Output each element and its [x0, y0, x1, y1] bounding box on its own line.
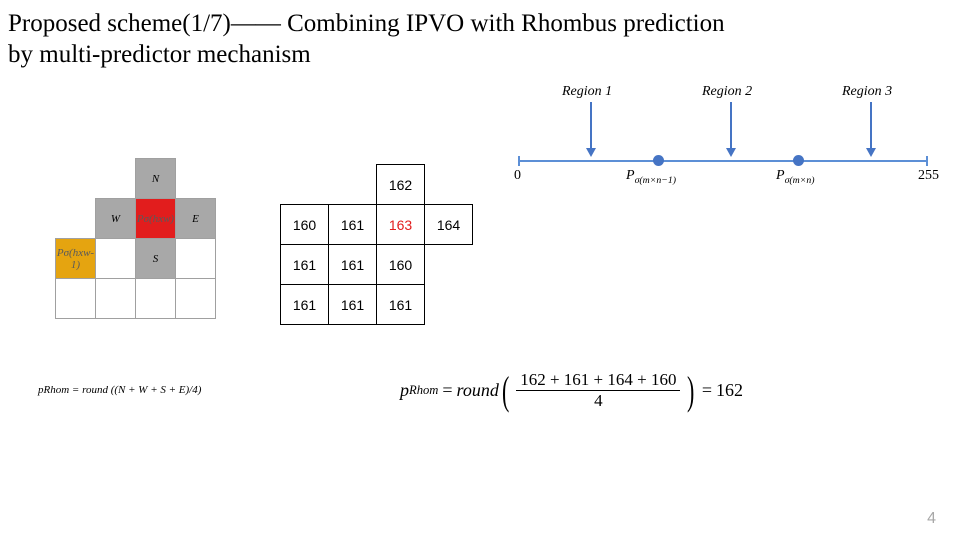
region-dot: [653, 155, 664, 166]
rhombus-S: S: [136, 239, 176, 279]
region-label: Region 3: [842, 84, 892, 100]
region-label: Region 2: [702, 84, 752, 100]
slide-title: Proposed scheme(1/7)—— Combining IPVO wi…: [8, 8, 725, 71]
rhombus-E: E: [176, 199, 216, 239]
vg-cell-highlight: 163: [377, 205, 425, 245]
axis-mid-2: Pσ(m×n): [776, 168, 815, 186]
vg-cell: 161: [281, 245, 329, 285]
formula-prhom-calc: pRhom = round ( 162 + 161 + 164 + 160 4 …: [400, 370, 743, 411]
region-dot: [793, 155, 804, 166]
vg-cell: 164: [425, 205, 473, 245]
page-number: 4: [927, 510, 936, 528]
axis-0: 0: [514, 168, 521, 184]
rhombus-left-orange: Pσ(hxw-1): [56, 239, 96, 279]
vg-cell: 161: [329, 245, 377, 285]
axis-255: 255: [918, 168, 939, 184]
rhombus-W: W: [96, 199, 136, 239]
vg-cell: 160: [377, 245, 425, 285]
vg-cell: 160: [281, 205, 329, 245]
region-label: Region 1: [562, 84, 612, 100]
formula-prhom-def: pRhom = round ((N + W + S + E)/4): [38, 384, 201, 396]
vg-cell: 161: [329, 285, 377, 325]
rhombus-center: Pσ(hxw): [136, 199, 176, 239]
title-line-1: Proposed scheme(1/7)—— Combining IPVO wi…: [8, 10, 725, 37]
axis-mid-1: Pσ(m×n−1): [626, 168, 676, 186]
value-grid: 162 160 161 163 164 161 161 160 161 161 …: [280, 164, 473, 325]
title-line-2: by multi-predictor mechanism: [8, 41, 311, 68]
region-diagram: Region 1 Region 2 Region 3 0 255 Pσ(m×n−…: [498, 84, 943, 179]
rhombus-grid: N W Pσ(hxw) E Pσ(hxw-1) S: [55, 158, 256, 319]
vg-cell: 161: [329, 205, 377, 245]
vg-cell: 161: [281, 285, 329, 325]
rhombus-N: N: [136, 159, 176, 199]
vg-cell: 162: [377, 165, 425, 205]
vg-cell: 161: [377, 285, 425, 325]
